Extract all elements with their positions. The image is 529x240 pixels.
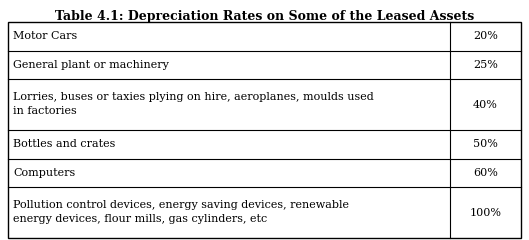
Text: 25%: 25% — [473, 60, 498, 70]
Text: 60%: 60% — [473, 168, 498, 178]
Text: 100%: 100% — [470, 208, 501, 217]
Text: Lorries, buses or taxies plying on hire, aeroplanes, moulds used
in factories: Lorries, buses or taxies plying on hire,… — [13, 92, 374, 116]
Text: Computers: Computers — [13, 168, 75, 178]
Text: Motor Cars: Motor Cars — [13, 31, 77, 41]
Text: 50%: 50% — [473, 139, 498, 149]
Text: 40%: 40% — [473, 100, 498, 109]
Text: General plant or machinery: General plant or machinery — [13, 60, 169, 70]
Text: Table 4.1: Depreciation Rates on Some of the Leased Assets: Table 4.1: Depreciation Rates on Some of… — [55, 10, 474, 23]
Text: 20%: 20% — [473, 31, 498, 41]
Text: Bottles and crates: Bottles and crates — [13, 139, 115, 149]
Text: Pollution control devices, energy saving devices, renewable
energy devices, flou: Pollution control devices, energy saving… — [13, 200, 349, 224]
